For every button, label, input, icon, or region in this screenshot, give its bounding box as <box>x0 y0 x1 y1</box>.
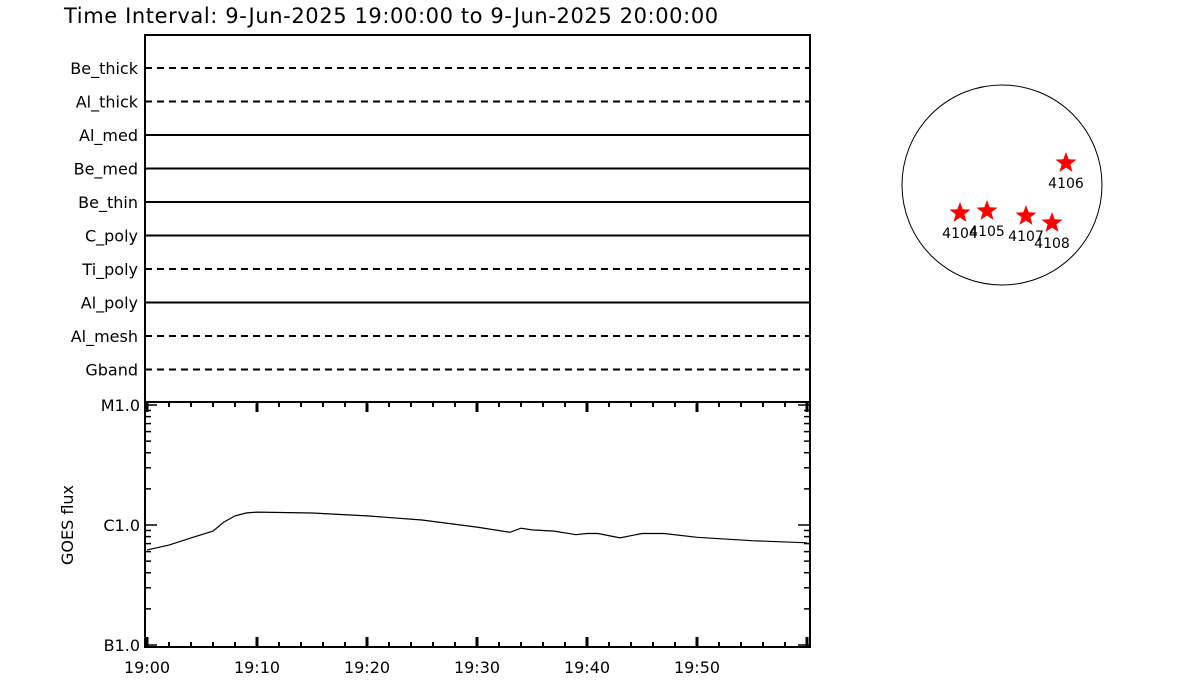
x-tick-label: 19:30 <box>454 658 500 677</box>
filter-panel: Be_thick Al_thick Al_med Be_med Be_thin C_pol… <box>70 34 811 403</box>
filter-label: C_poly <box>85 227 138 247</box>
y-tick-label: B1.0 <box>104 636 140 655</box>
filter-label: Ti_poly <box>81 260 138 280</box>
active-region-star-icon <box>1055 152 1077 172</box>
filter-label: Be_thick <box>70 59 138 79</box>
active-region-star-icon <box>1041 212 1063 232</box>
filter-label: Al_thick <box>76 93 139 113</box>
filter-label: Gband <box>85 361 138 380</box>
goes-flux-line <box>146 511 808 551</box>
active-region-star-icon <box>1015 205 1037 225</box>
active-region-label: 4107 <box>1008 229 1044 245</box>
filter-label: Al_mesh <box>71 327 138 347</box>
active-region-label: 4105 <box>969 224 1005 240</box>
filter-label: Be_thin <box>78 193 138 213</box>
filter-label: Be_med <box>74 160 138 180</box>
y-tick-label: M1.0 <box>101 396 140 415</box>
solar-limb <box>901 84 1103 286</box>
goes-panel: 19:00 19:10 19:20 19:30 19:40 19:50 M1.0 C1.0 B1… <box>58 396 811 677</box>
filter-panel-frame <box>144 34 811 403</box>
active-region-label: 4104 <box>942 226 978 242</box>
time-interval-title: Time Interval: 9-Jun-2025 19:00:00 to 9-… <box>63 4 719 28</box>
filter-label: Al_med <box>79 126 138 146</box>
x-tick-label: 19:00 <box>124 658 170 677</box>
x-tick-label: 19:10 <box>234 658 280 677</box>
x-tick-label: 19:50 <box>674 658 720 677</box>
x-tick-label: 19:20 <box>344 658 390 677</box>
active-region-label: 4106 <box>1048 176 1084 192</box>
active-region-label: 4108 <box>1034 236 1070 252</box>
filter-label: Al_poly <box>81 294 138 314</box>
active-region-star-icon <box>976 200 998 220</box>
goes-panel-frame <box>144 401 811 648</box>
y-tick-label: C1.0 <box>103 516 140 535</box>
y-axis-label: GOES flux <box>58 485 77 565</box>
x-tick-label: 19:40 <box>564 658 610 677</box>
active-region-star-icon <box>949 202 971 222</box>
